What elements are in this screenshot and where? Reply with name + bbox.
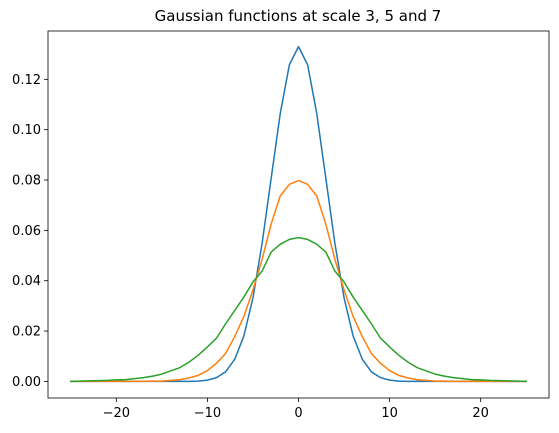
x-tick-label: −10 [194, 406, 221, 421]
chart-title: Gaussian functions at scale 3, 5 and 7 [155, 7, 442, 25]
y-tick-label: 0.04 [12, 274, 41, 289]
y-tick-label: 0.08 [12, 174, 41, 189]
series-line-1 [70, 179, 527, 383]
y-tick-label: 0.00 [12, 375, 41, 390]
x-tick-label: 10 [381, 406, 398, 421]
series-line-2 [69, 236, 528, 383]
plot-frame [47, 30, 550, 399]
series-line-0 [70, 45, 527, 383]
x-tick-label: −20 [103, 406, 130, 421]
y-tick-label: 0.06 [12, 224, 41, 239]
x-tick-label: 0 [294, 406, 302, 421]
axes: −20 −10 0 10 20 0.00 0.02 0.04 0.06 0.08 0.10 0.12 [12, 30, 550, 421]
y-tick-label: 0.02 [12, 325, 41, 340]
x-tick-label: 20 [472, 406, 489, 421]
plot-area [69, 45, 528, 383]
y-tick-label: 0.10 [12, 123, 41, 138]
y-tick-label: 0.12 [12, 73, 41, 88]
